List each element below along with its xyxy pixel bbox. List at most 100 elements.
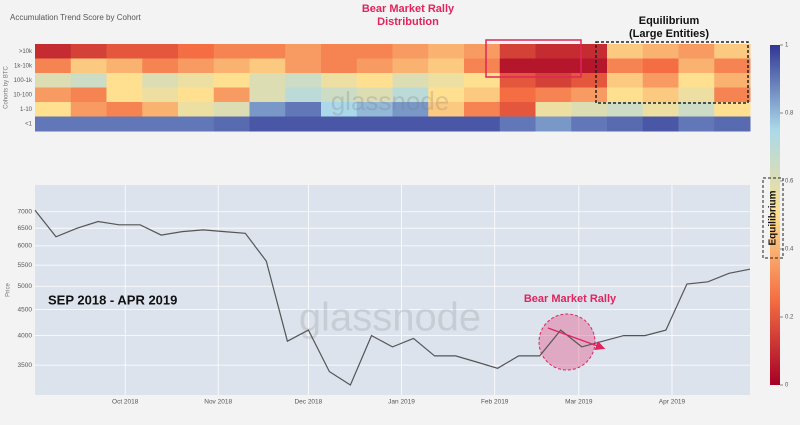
heat-cell — [392, 116, 429, 132]
heat-cell — [106, 116, 143, 132]
heat-cell — [499, 44, 536, 59]
heat-cell — [70, 87, 107, 103]
heat-cell — [642, 73, 679, 88]
heat-cell — [142, 44, 179, 59]
heat-cell — [714, 44, 751, 59]
heat-cell — [213, 87, 250, 103]
heat-cell — [249, 87, 286, 103]
heat-cell — [178, 116, 215, 132]
colorbar-tick-label: 0.8 — [785, 111, 794, 117]
watermark: glassnode — [299, 296, 481, 340]
y-tick-label: 3500 — [18, 362, 33, 369]
heat-cell — [571, 87, 608, 103]
heat-cell — [499, 102, 536, 117]
heat-cell — [535, 73, 572, 88]
heat-cell — [607, 73, 644, 88]
heat-cell — [142, 87, 179, 103]
row-label: 100-1k — [14, 78, 33, 84]
heat-cell — [356, 87, 393, 103]
y-axis-label: Cohorts by BTC — [4, 65, 10, 108]
heat-cell — [607, 87, 644, 103]
y-tick-label: 4000 — [18, 332, 33, 339]
heat-cell — [142, 102, 179, 117]
heat-cell — [571, 73, 608, 88]
heat-cell — [321, 44, 358, 59]
heat-cell — [285, 58, 322, 74]
heat-cell — [464, 116, 501, 132]
heat-cell — [70, 44, 107, 59]
heat-cell — [213, 102, 250, 117]
row-label: >10k — [19, 49, 33, 55]
annotation: Distribution — [377, 16, 439, 28]
heat-cell — [392, 102, 429, 117]
heat-cell — [356, 116, 393, 132]
watermark: glassnode — [331, 86, 450, 116]
heat-cell — [428, 44, 465, 59]
heat-cell — [35, 102, 72, 117]
annotation: Equilibrium — [768, 190, 779, 245]
heat-cell — [35, 58, 72, 74]
heat-cell — [607, 116, 644, 132]
y-tick-label: 6500 — [18, 225, 33, 232]
heat-cell — [35, 87, 72, 103]
heat-cell — [178, 87, 215, 103]
heat-cell — [321, 87, 358, 103]
heat-cell — [356, 73, 393, 88]
row-label: 1k-10k — [14, 63, 33, 69]
y-axis-label: Price — [6, 283, 12, 297]
heat-cell — [356, 102, 393, 117]
x-tick-label: Apr 2019 — [659, 399, 686, 406]
heat-cell — [70, 102, 107, 117]
heat-cell — [106, 58, 143, 74]
annotation: Equilibrium — [639, 15, 700, 27]
heat-cell — [321, 116, 358, 132]
heat-cell — [499, 116, 536, 132]
heat-cell — [607, 58, 644, 74]
heat-cell — [464, 73, 501, 88]
heat-cell — [428, 73, 465, 88]
colorbar-tick-label: 0.6 — [785, 179, 794, 185]
heat-cell — [535, 58, 572, 74]
heat-cell — [428, 58, 465, 74]
heat-cell — [321, 58, 358, 74]
y-tick-label: 6000 — [18, 243, 33, 250]
heat-cell — [392, 44, 429, 59]
heat-cell — [571, 44, 608, 59]
heat-cell — [285, 73, 322, 88]
x-tick-label: Feb 2019 — [481, 399, 509, 406]
colorbar-tick-label: 0 — [785, 383, 789, 389]
heat-cell — [321, 102, 358, 117]
x-tick-label: Dec 2018 — [294, 399, 322, 406]
heat-cell — [178, 58, 215, 74]
heat-cell — [535, 87, 572, 103]
heat-cell — [70, 58, 107, 74]
heat-cell — [35, 73, 72, 88]
heat-cell — [213, 44, 250, 59]
heat-cell — [428, 116, 465, 132]
heat-cell — [499, 58, 536, 74]
heat-cell — [499, 87, 536, 103]
heat-cell — [714, 73, 751, 88]
annotation: Bear Market Rally — [524, 293, 617, 305]
colorbar-tick-label: 0.4 — [785, 247, 794, 253]
heat-cell — [285, 102, 322, 117]
heat-cell — [714, 58, 751, 74]
x-tick-label: Nov 2018 — [204, 399, 232, 406]
heat-cell — [642, 58, 679, 74]
heat-cell — [678, 87, 715, 103]
heat-cell — [213, 58, 250, 74]
heat-cell — [106, 87, 143, 103]
heat-cell — [642, 102, 679, 117]
chart-title: Accumulation Trend Score by Cohort — [10, 13, 142, 22]
heat-cell — [178, 73, 215, 88]
heat-cell — [285, 116, 322, 132]
highlight-box — [595, 41, 749, 104]
heat-cell — [356, 58, 393, 74]
heat-cell — [106, 102, 143, 117]
y-tick-label: 5000 — [18, 283, 33, 290]
x-tick-label: Oct 2018 — [112, 399, 139, 406]
heat-cell — [642, 87, 679, 103]
heat-cell — [571, 58, 608, 74]
